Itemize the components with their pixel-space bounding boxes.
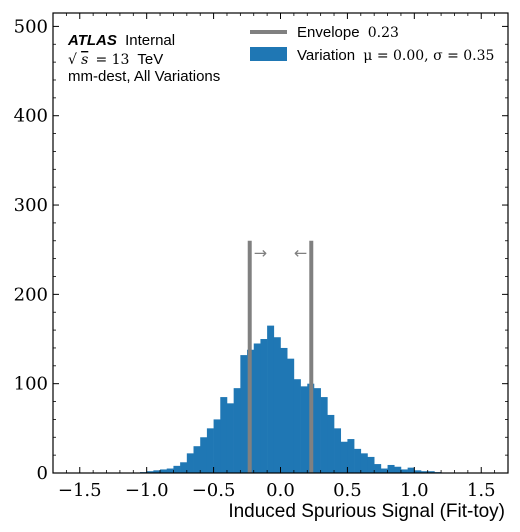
y-tick-label: 0 bbox=[37, 463, 48, 484]
legend: Envelope 0.23 Variation μ = 0.00, σ = 0.… bbox=[250, 24, 494, 64]
atlas-label: ATLAS bbox=[67, 32, 117, 49]
y-tick-label: 100 bbox=[14, 374, 48, 395]
x-tick-label: 0.0 bbox=[266, 480, 295, 501]
histogram-bar bbox=[226, 403, 234, 473]
x-tick-label: −0.5 bbox=[192, 480, 236, 501]
histogram-bar bbox=[240, 355, 248, 473]
histogram-bar bbox=[193, 446, 201, 473]
svg-text:√ s = 13 TeV: √ s = 13 TeV bbox=[68, 51, 163, 68]
histogram-bar bbox=[367, 456, 375, 473]
x-tick-label: 1.0 bbox=[400, 480, 429, 501]
histogram-bar bbox=[313, 388, 321, 473]
y-tick-label: 400 bbox=[14, 106, 48, 127]
histogram-bar bbox=[320, 397, 328, 473]
histogram-bar bbox=[173, 465, 181, 473]
x-tick-label: −1.5 bbox=[58, 480, 102, 501]
histogram-bar bbox=[427, 471, 435, 473]
histogram-bar bbox=[166, 468, 174, 473]
histogram-bar bbox=[153, 470, 161, 473]
x-axis-title: Induced Spurious Signal (Fit-toy) bbox=[228, 501, 505, 522]
chart-subtitle: mm-dest, All Variations bbox=[68, 68, 220, 85]
histogram-bar bbox=[394, 466, 402, 473]
histogram-bar bbox=[220, 397, 228, 473]
histogram-bar bbox=[287, 358, 295, 473]
atlas-status: Internal bbox=[125, 32, 175, 49]
histogram-bar bbox=[280, 347, 288, 473]
atlas-annotation: ATLAS Internal √ s = 13 TeV mm-dest, All… bbox=[67, 32, 220, 85]
histogram-bar bbox=[186, 453, 194, 473]
x-tick-label: −1.0 bbox=[125, 480, 169, 501]
y-tick-label: 300 bbox=[14, 195, 48, 216]
histogram-bar bbox=[400, 469, 408, 473]
histogram-bar bbox=[206, 428, 214, 473]
histogram-bar bbox=[253, 343, 261, 473]
x-tick-label: 1.5 bbox=[467, 480, 496, 501]
envelope-arrows: → ← bbox=[254, 243, 308, 262]
arrow-left-glyph: ← bbox=[294, 243, 307, 262]
x-axis-ticks: −1.5 −1.0 −0.5 0.0 0.5 1.0 1.5 bbox=[52, 13, 509, 501]
energy-value: = 13 bbox=[95, 52, 129, 68]
histogram-bar bbox=[421, 471, 428, 473]
legend-envelope-label: Envelope bbox=[297, 24, 360, 41]
y-tick-label: 200 bbox=[14, 284, 48, 305]
histogram-bar bbox=[233, 388, 241, 473]
y-axis-ticks: 0 100 200 300 400 500 bbox=[14, 16, 508, 484]
histogram-bar bbox=[387, 464, 395, 473]
energy-unit: TeV bbox=[137, 51, 163, 68]
legend-variation-swatch bbox=[250, 47, 287, 61]
energy-symbol: s bbox=[81, 52, 88, 68]
svg-text:ATLAS Internal: ATLAS Internal bbox=[67, 32, 175, 49]
histogram-bar bbox=[340, 441, 348, 473]
histogram-bar bbox=[180, 462, 188, 473]
histogram-bar bbox=[347, 439, 355, 473]
histogram-bar bbox=[300, 386, 308, 473]
legend-envelope-value: 0.23 bbox=[368, 25, 399, 41]
svg-text:Envelope 0.23: Envelope 0.23 bbox=[297, 24, 399, 41]
histogram-bar bbox=[374, 464, 382, 473]
histogram-bar bbox=[146, 471, 154, 473]
histogram-bar bbox=[360, 453, 368, 473]
envelope-lines bbox=[247, 240, 314, 473]
histogram-bar bbox=[273, 337, 281, 473]
histogram-bar bbox=[213, 419, 221, 473]
histogram-bar bbox=[160, 469, 168, 473]
legend-variation-stats: μ = 0.00, σ = 0.35 bbox=[363, 48, 494, 64]
histogram-bar bbox=[354, 448, 362, 473]
arrow-right-glyph: → bbox=[254, 243, 267, 262]
svg-text:Variation μ = 0.00, σ =: Variation μ = 0.00, σ = 0.35 bbox=[297, 47, 494, 64]
histogram-bar bbox=[200, 437, 208, 473]
sqrt-symbol: √ bbox=[68, 52, 77, 68]
histogram-bar bbox=[380, 468, 388, 473]
legend-variation-label: Variation bbox=[297, 47, 355, 64]
y-tick-label: 500 bbox=[14, 16, 48, 37]
histogram-bar bbox=[327, 414, 335, 473]
histogram-bar bbox=[293, 379, 301, 473]
histogram-bar bbox=[414, 470, 422, 473]
histogram-bar bbox=[267, 325, 275, 473]
histogram-bar bbox=[334, 428, 342, 473]
histogram-bar bbox=[260, 339, 268, 473]
histogram-bars bbox=[139, 325, 442, 473]
x-tick-label: 0.5 bbox=[333, 480, 362, 501]
histogram-bar bbox=[407, 467, 415, 473]
